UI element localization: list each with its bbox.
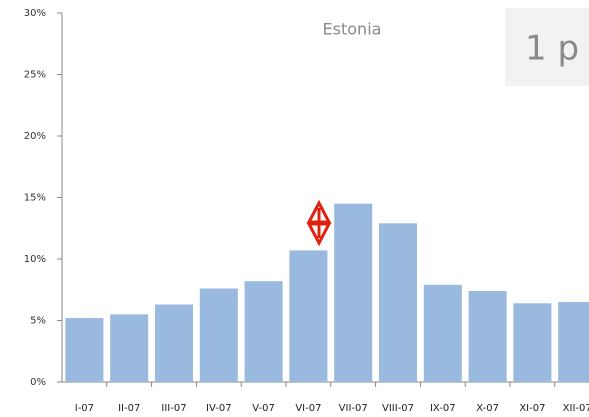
y-tick-label: 15% <box>24 193 46 204</box>
bar <box>65 318 104 382</box>
bar <box>468 290 507 382</box>
bar <box>110 314 149 382</box>
y-tick-label: 10% <box>24 254 46 265</box>
bar <box>379 223 417 382</box>
bar <box>558 302 589 382</box>
annotation: 1 p <box>525 29 579 69</box>
x-tick-label: II-07 <box>118 403 140 414</box>
x-tick-label: VII-07 <box>339 403 368 414</box>
y-tick-label: 5% <box>30 316 46 327</box>
x-tick-label: IX-07 <box>430 403 456 414</box>
bar <box>244 281 283 382</box>
annotation-box <box>505 8 589 86</box>
x-tick-label: V-07 <box>252 403 275 414</box>
x-tick-label: VI-07 <box>295 403 321 414</box>
x-tick-label: I-07 <box>75 403 94 414</box>
x-tick-label: X-07 <box>476 403 499 414</box>
y-tick-label: 0% <box>30 377 46 388</box>
y-tick-label: 25% <box>24 70 46 81</box>
x-tick-label: III-07 <box>161 403 186 414</box>
plot: 0% 5% 10% 15% 20% 25% 30% I-07 II-07 III-07 IV-07 V… <box>24 8 589 414</box>
x-tick-label: VIII-07 <box>382 403 414 414</box>
x-tick-label: XI-07 <box>519 403 545 414</box>
y-tick-label: 30% <box>24 8 46 19</box>
bar <box>513 303 552 382</box>
y-tick-label: 20% <box>24 131 46 142</box>
bar <box>423 284 462 382</box>
bar <box>334 203 373 382</box>
bar <box>289 250 328 382</box>
bar <box>199 288 238 382</box>
bar <box>155 304 193 382</box>
x-tick-label: IV-07 <box>206 403 232 414</box>
x-tick-label: XII-07 <box>563 403 589 414</box>
arrow <box>306 199 332 247</box>
chart-title: Estonia <box>323 20 382 39</box>
